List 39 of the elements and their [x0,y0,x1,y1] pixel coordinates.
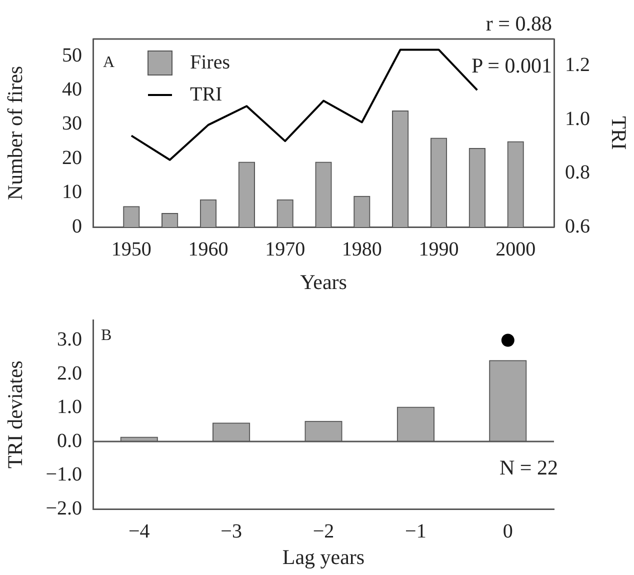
x-tick-label: −3 [220,520,242,542]
annotation: A [103,54,115,72]
y-axis-title: TRI deviates [3,360,28,468]
y-tick-label: 0 [72,215,82,238]
y2-axis-title: TRI [606,116,631,150]
x-tick-label: −2 [312,520,334,542]
y-tick-label: 10 [62,181,82,204]
y-tick-label: 1.0 [57,396,82,418]
x-tick-label: 1990 [418,238,459,260]
x-tick-label: 2000 [496,238,536,260]
annotation: N = 22 [499,456,558,480]
y-tick-label: 2.0 [57,362,82,384]
x-tick-label: 1980 [342,238,382,260]
legend-label: TRI [190,83,222,106]
legend-label: Fires [190,51,230,74]
annotation: P = 0.001 [472,54,552,78]
y-tick-label: 20 [62,146,82,169]
y-tick-label: 50 [62,44,82,66]
y2-tick-label: 0.8 [565,162,590,184]
y-tick-label: 3.0 [57,328,82,350]
x-axis-title: Years [300,270,347,294]
x-tick-label: −1 [405,520,426,542]
y-tick-label: 30 [62,112,82,135]
x-axis-title: Lag years [282,544,365,569]
text: r = 0.88 [486,12,552,36]
x-tick-label: 1950 [111,238,152,260]
y2-tick-label: 1.0 [565,108,590,130]
y-tick-label: 0.0 [57,430,82,452]
y2-tick-label: 0.6 [565,215,590,238]
x-tick-label: 1970 [265,238,306,260]
x-tick-label: 1960 [188,238,228,260]
y-tick-label: −1.0 [46,464,82,486]
y2-tick-label: 1.2 [565,54,590,76]
annotation: B [101,327,112,344]
x-tick-label: 0 [502,520,513,542]
y-axis-title: Number of fires [3,66,28,200]
y-tick-label: 40 [62,78,82,101]
x-tick-label: −4 [128,520,150,542]
y-tick-label: −2.0 [46,497,82,520]
